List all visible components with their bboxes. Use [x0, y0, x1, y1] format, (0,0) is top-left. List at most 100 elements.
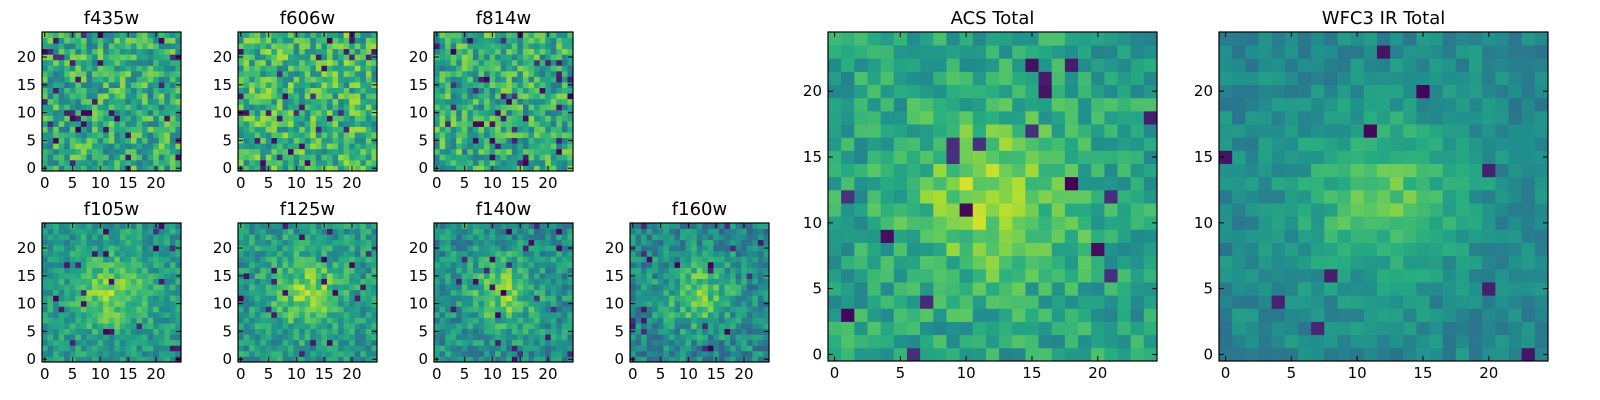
- heatmap-cell: [271, 317, 278, 324]
- heatmap-cell: [484, 32, 490, 38]
- heatmap-cell: [517, 334, 524, 341]
- heatmap-cell: [365, 328, 372, 335]
- panel-title-f125w: f125w: [280, 199, 335, 220]
- heatmap-cell: [450, 143, 457, 150]
- heatmap-cell: [534, 48, 541, 55]
- heatmap-cell: [713, 306, 720, 313]
- heatmap-cell: [114, 132, 121, 139]
- heatmap-cell: [288, 256, 294, 263]
- heatmap-cell: [445, 250, 452, 257]
- heatmap-cell: [550, 137, 557, 144]
- heatmap-cell: [630, 345, 636, 352]
- heatmap-cell: [461, 154, 468, 161]
- heatmap-cell: [58, 261, 65, 268]
- heatmap-cell: [450, 104, 457, 111]
- heatmap-cell: [434, 70, 440, 77]
- heatmap-cell: [86, 317, 93, 324]
- heatmap-cell: [97, 273, 104, 279]
- heatmap-cell: [92, 311, 98, 318]
- heatmap-cell: [315, 250, 322, 257]
- heatmap-cell: [315, 37, 322, 44]
- heatmap-cell: [550, 65, 557, 72]
- heatmap-cell: [147, 284, 154, 291]
- heatmap-cell: [249, 306, 256, 313]
- heatmap-cell: [696, 323, 703, 330]
- heatmap-cell: [108, 228, 115, 235]
- heatmap-cell: [130, 165, 137, 172]
- heatmap-cell: [652, 295, 659, 302]
- heatmap-cell: [561, 334, 568, 341]
- heatmap-cell: [326, 306, 333, 313]
- heatmap-cell: [47, 323, 54, 330]
- heatmap-cell: [69, 311, 76, 318]
- heatmap-cell: [254, 228, 261, 235]
- heatmap-cell: [92, 334, 98, 341]
- heatmap-cell: [119, 70, 126, 77]
- heatmap-cell: [125, 137, 132, 144]
- heatmap-cell: [365, 239, 372, 246]
- heatmap-cell: [702, 317, 709, 324]
- heatmap-cells: [630, 223, 770, 363]
- heatmap-cell: [439, 143, 446, 150]
- heatmap-cell: [265, 311, 272, 318]
- heatmap-cell: [249, 143, 256, 150]
- heatmap-cell: [461, 148, 468, 155]
- heatmap-cell: [680, 323, 686, 330]
- heatmap-cell: [53, 223, 60, 229]
- heatmap-cell: [511, 334, 518, 341]
- heatmap-cell: [534, 356, 541, 363]
- heatmap-cell: [136, 317, 143, 324]
- heatmap-cell: [484, 228, 490, 235]
- heatmap-cell: [657, 228, 664, 235]
- heatmap-cell: [130, 76, 137, 83]
- heatmap-cell: [80, 328, 87, 335]
- heatmap-cell: [147, 317, 154, 324]
- heatmap-cell: [828, 229, 842, 243]
- heatmap-cell: [630, 334, 636, 341]
- heatmap-cell: [702, 239, 709, 246]
- heatmap-cell: [338, 250, 345, 257]
- heatmap-cell: [153, 273, 160, 279]
- heatmap-cell: [528, 43, 535, 50]
- heatmap-cell: [321, 339, 328, 346]
- heatmap-cell: [53, 87, 60, 94]
- heatmap-cell: [946, 229, 960, 243]
- heatmap-cell: [828, 150, 842, 164]
- heatmap-cell: [500, 278, 507, 285]
- heatmap-cell: [136, 154, 143, 161]
- heatmap-cell: [125, 132, 132, 139]
- heatmap-cell: [445, 154, 452, 161]
- heatmap-cell: [53, 334, 60, 341]
- heatmap-cell: [260, 98, 267, 105]
- heatmap-cell: [730, 328, 737, 335]
- heatmap-cell: [489, 159, 496, 166]
- heatmap-cell: [450, 70, 457, 77]
- heatmap-cell: [652, 261, 659, 268]
- heatmap-cell: [254, 115, 261, 122]
- heatmap-cell: [528, 65, 535, 72]
- heatmap-cell: [288, 267, 294, 274]
- heatmap-cell: [757, 261, 764, 268]
- heatmap-cell: [243, 261, 250, 268]
- heatmap-cell: [641, 245, 648, 252]
- heatmap-cell: [158, 115, 165, 122]
- x-tick-label: 0: [40, 365, 50, 383]
- heatmap-cell: [1117, 321, 1132, 336]
- heatmap-cell: [293, 267, 300, 274]
- heatmap-cell: [360, 48, 367, 55]
- heatmap-cell: [933, 176, 947, 191]
- heatmap-cell: [119, 76, 126, 83]
- x-tick-label: 20: [146, 365, 165, 383]
- heatmap-cell: [730, 273, 737, 279]
- heatmap-cell: [641, 339, 648, 346]
- heatmap-cell: [691, 350, 698, 357]
- heatmap-cell: [534, 261, 541, 268]
- heatmap-cell: [310, 165, 317, 172]
- heatmap-cell: [741, 267, 748, 274]
- heatmap-cell: [103, 48, 110, 55]
- heatmap-cell: [119, 317, 126, 324]
- heatmap-cell: [125, 323, 132, 330]
- heatmap-cell: [321, 278, 328, 285]
- heatmap-cell: [1064, 229, 1079, 243]
- heatmap-cell: [539, 59, 546, 66]
